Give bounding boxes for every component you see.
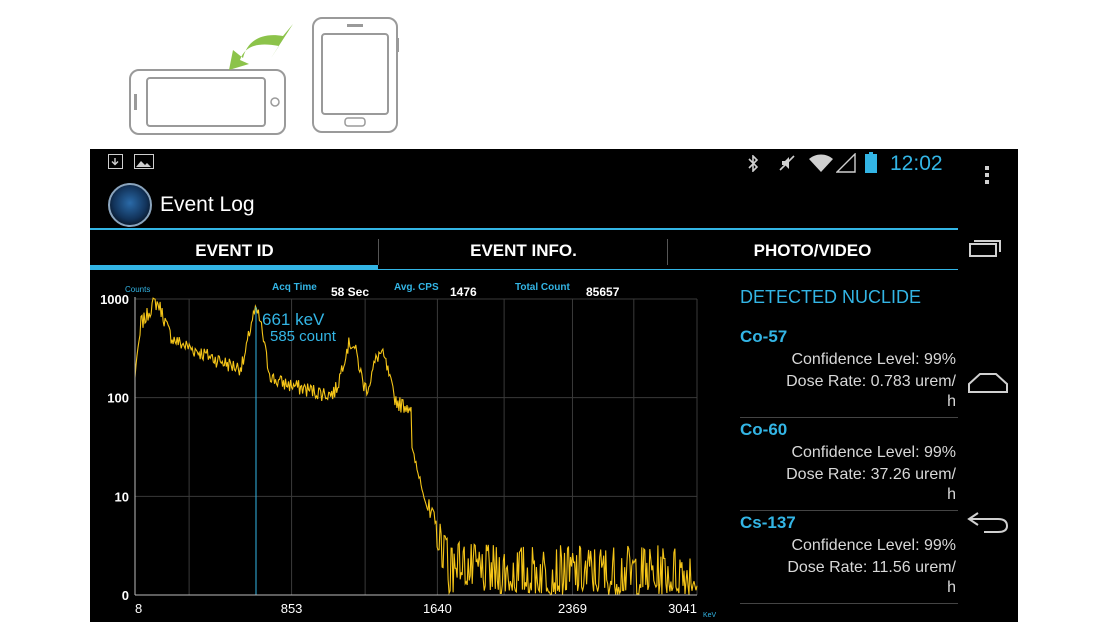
tab-photo-video[interactable]: PHOTO/VIDEO	[753, 241, 872, 260]
device-screen: 12:02 Event Log EVENT ID EVENT INFO. PHO…	[90, 149, 1018, 622]
nuclide-name: Cs-137	[740, 513, 796, 532]
x-tick-label: 2369	[558, 601, 587, 616]
confidence-level: Confidence Level: 99%	[791, 537, 956, 554]
acq-time-label: Acq Time	[272, 282, 317, 293]
x-axis-label: KeV	[703, 612, 717, 619]
nuclide-name: Co-60	[740, 420, 788, 439]
detected-nuclide-panel: DETECTED NUCLIDE Co-57 Confidence Level:…	[732, 277, 958, 622]
acq-time-value: 58 Sec	[331, 285, 370, 299]
y-tick-label: 100	[107, 391, 129, 406]
x-tick-label: 8	[135, 601, 142, 616]
tab-bar: EVENT ID EVENT INFO. PHOTO/VIDEO	[90, 233, 958, 271]
total-count-label: Total Count	[515, 282, 570, 293]
y-tick-label: 0	[122, 588, 129, 603]
panel-title: DETECTED NUCLIDE	[740, 287, 922, 307]
mute-icon	[779, 155, 795, 171]
y-tick-label: 10	[115, 489, 129, 504]
rotate-arrow-icon	[229, 24, 293, 70]
navigation-bar	[958, 149, 1018, 622]
dose-rate: Dose Rate: 0.783 urem/	[786, 373, 956, 390]
tab-event-info[interactable]: EVENT INFO.	[470, 241, 577, 260]
overflow-menu-icon[interactable]	[984, 165, 990, 185]
signal-icon	[836, 153, 856, 173]
app-logo-icon[interactable]	[108, 183, 152, 227]
dose-rate: Dose Rate: 11.56 urem/	[787, 559, 956, 576]
x-tick-label: 853	[281, 601, 303, 616]
dose-rate: Dose Rate: 37.26 urem/	[786, 466, 956, 483]
nuclide-item[interactable]: Co-57 Confidence Level: 99% Dose Rate: 0…	[740, 327, 958, 412]
y-tick-label: 1000	[100, 292, 129, 307]
y-axis-label: Counts	[125, 285, 150, 294]
spectrum-trace	[134, 297, 698, 596]
tab-underline	[378, 269, 958, 270]
avg-cps-label: Avg. CPS	[394, 282, 439, 293]
tab-divider	[378, 239, 379, 265]
bluetooth-icon	[748, 155, 759, 172]
confidence-level: Confidence Level: 99%	[791, 351, 956, 368]
active-tab-indicator	[90, 265, 378, 270]
nuclide-item[interactable]: Co-60 Confidence Level: 99% Dose Rate: 3…	[740, 420, 958, 505]
list-divider	[740, 417, 958, 418]
recent-apps-icon[interactable]	[968, 235, 1004, 259]
avg-cps-value: 1476	[450, 285, 477, 299]
list-divider	[740, 603, 958, 604]
action-bar: Event Log	[90, 177, 958, 229]
marker-count-label: 585 count	[270, 328, 337, 345]
page-title: Event Log	[160, 193, 255, 216]
x-tick-label: 3041	[668, 601, 697, 616]
marker-energy-label: 661 keV	[262, 310, 325, 329]
landscape-phone-icon	[129, 69, 286, 135]
dose-rate-unit: h	[947, 579, 956, 596]
back-icon[interactable]	[966, 509, 1010, 535]
dose-rate-unit: h	[947, 393, 956, 410]
download-icon	[108, 154, 123, 169]
nuclide-item[interactable]: Cs-137 Confidence Level: 99% Dose Rate: …	[740, 513, 958, 598]
confidence-level: Confidence Level: 99%	[791, 444, 956, 461]
status-clock: 12:02	[890, 152, 943, 175]
portrait-phone-icon	[312, 17, 399, 133]
image-icon	[134, 154, 154, 169]
dose-rate-unit: h	[947, 486, 956, 503]
wifi-icon	[809, 154, 833, 172]
status-bar: 12:02	[90, 149, 958, 177]
x-tick-label: 1640	[423, 601, 452, 616]
spectrum-chart: Acq Time 58 Sec Avg. CPS 1476 Total Coun…	[90, 277, 730, 622]
total-count-value: 85657	[586, 285, 620, 299]
home-icon[interactable]	[966, 371, 1010, 395]
action-bar-divider	[90, 228, 958, 230]
battery-icon	[865, 152, 877, 173]
tab-event-id[interactable]: EVENT ID	[195, 241, 274, 260]
tab-divider	[667, 239, 668, 265]
rotate-device-illustration	[129, 17, 399, 135]
list-divider	[740, 510, 958, 511]
nuclide-name: Co-57	[740, 327, 788, 346]
